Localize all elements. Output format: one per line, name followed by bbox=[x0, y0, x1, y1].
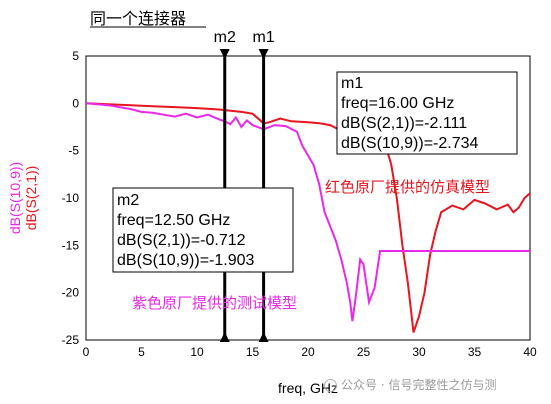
annotation-magenta-model: 紫色原厂提供的测试模型 bbox=[132, 294, 297, 312]
x-tick-label: 5 bbox=[138, 345, 145, 359]
y-axis-label-s21: dB(S(2,1)) bbox=[23, 166, 39, 231]
x-axis-ticks: 0 5 10 15 20 25 30 35 40 bbox=[83, 345, 537, 359]
marker-m2-readout-s21: dB(S(2,1))=-0.712 bbox=[117, 232, 246, 249]
plot-area bbox=[85, 55, 531, 341]
x-tick-label: 15 bbox=[246, 345, 260, 359]
y-axis-ticks: 5 0 -5 -10 -15 -20 -25 bbox=[62, 49, 80, 347]
marker-m2-arrow-top[interactable] bbox=[219, 49, 230, 59]
series-line-s109 bbox=[85, 102, 530, 322]
marker-m1-readout-s109: dB(S(10,9))=-2.734 bbox=[341, 135, 479, 152]
x-tick-label: 0 bbox=[83, 345, 90, 359]
y-tick-label: -10 bbox=[62, 191, 80, 205]
y-tick-label: -20 bbox=[62, 286, 80, 300]
x-tick-label: 35 bbox=[468, 345, 482, 359]
x-tick-label: 40 bbox=[523, 345, 537, 359]
marker-m2-readout-name: m2 bbox=[117, 192, 139, 209]
marker-m2-tag: m2 bbox=[214, 29, 236, 46]
marker-m1-arrow-top[interactable] bbox=[258, 49, 269, 59]
y-tick-label: -15 bbox=[62, 238, 80, 252]
x-tick-label: 30 bbox=[412, 345, 426, 359]
y-axis-label-s109: dB(S(10,9)) bbox=[7, 162, 23, 234]
y-tick-label: -25 bbox=[62, 333, 80, 347]
marker-m2-readout-s109: dB(S(10,9))=-1.903 bbox=[117, 252, 255, 269]
y-tick-label: 0 bbox=[72, 96, 79, 110]
x-tick-label: 25 bbox=[357, 345, 371, 359]
marker-m1-readout: m1 freq=16.00 GHz dB(S(2,1))=-2.111 dB(S… bbox=[336, 71, 518, 155]
marker-m2-readout: m2 freq=12.50 GHz dB(S(2,1))=-0.712 dB(S… bbox=[112, 187, 294, 273]
annotation-red-model: 红色原厂提供的仿真模型 bbox=[325, 178, 490, 196]
marker-m2-readout-box bbox=[112, 187, 294, 273]
marker-m2-readout-freq: freq=12.50 GHz bbox=[117, 212, 230, 229]
y-tick-label: 5 bbox=[72, 49, 79, 63]
watermark: 公众号 · 信号完整性之仿与测 bbox=[324, 376, 496, 393]
chart-title: 同一个连接器 bbox=[90, 9, 186, 28]
y-tick-label: -5 bbox=[68, 144, 79, 158]
marker-m1-tag: m1 bbox=[252, 29, 274, 46]
x-axis-label: freq, GHz bbox=[278, 380, 338, 396]
x-tick-label: 20 bbox=[301, 345, 315, 359]
watermark-text: 公众号 · 信号完整性之仿与测 bbox=[341, 378, 497, 392]
marker-m1-readout-name: m1 bbox=[341, 75, 363, 92]
x-tick-label: 10 bbox=[190, 345, 204, 359]
marker-m2-arrow-bottom[interactable] bbox=[219, 332, 230, 342]
marker-m1-readout-box bbox=[336, 71, 518, 155]
marker-m1-readout-s21: dB(S(2,1))=-2.111 bbox=[341, 115, 467, 132]
marker-m1-arrow-bottom[interactable] bbox=[258, 332, 269, 342]
wechat-icon bbox=[324, 379, 337, 392]
marker-m1-readout-freq: freq=16.00 GHz bbox=[341, 95, 454, 112]
